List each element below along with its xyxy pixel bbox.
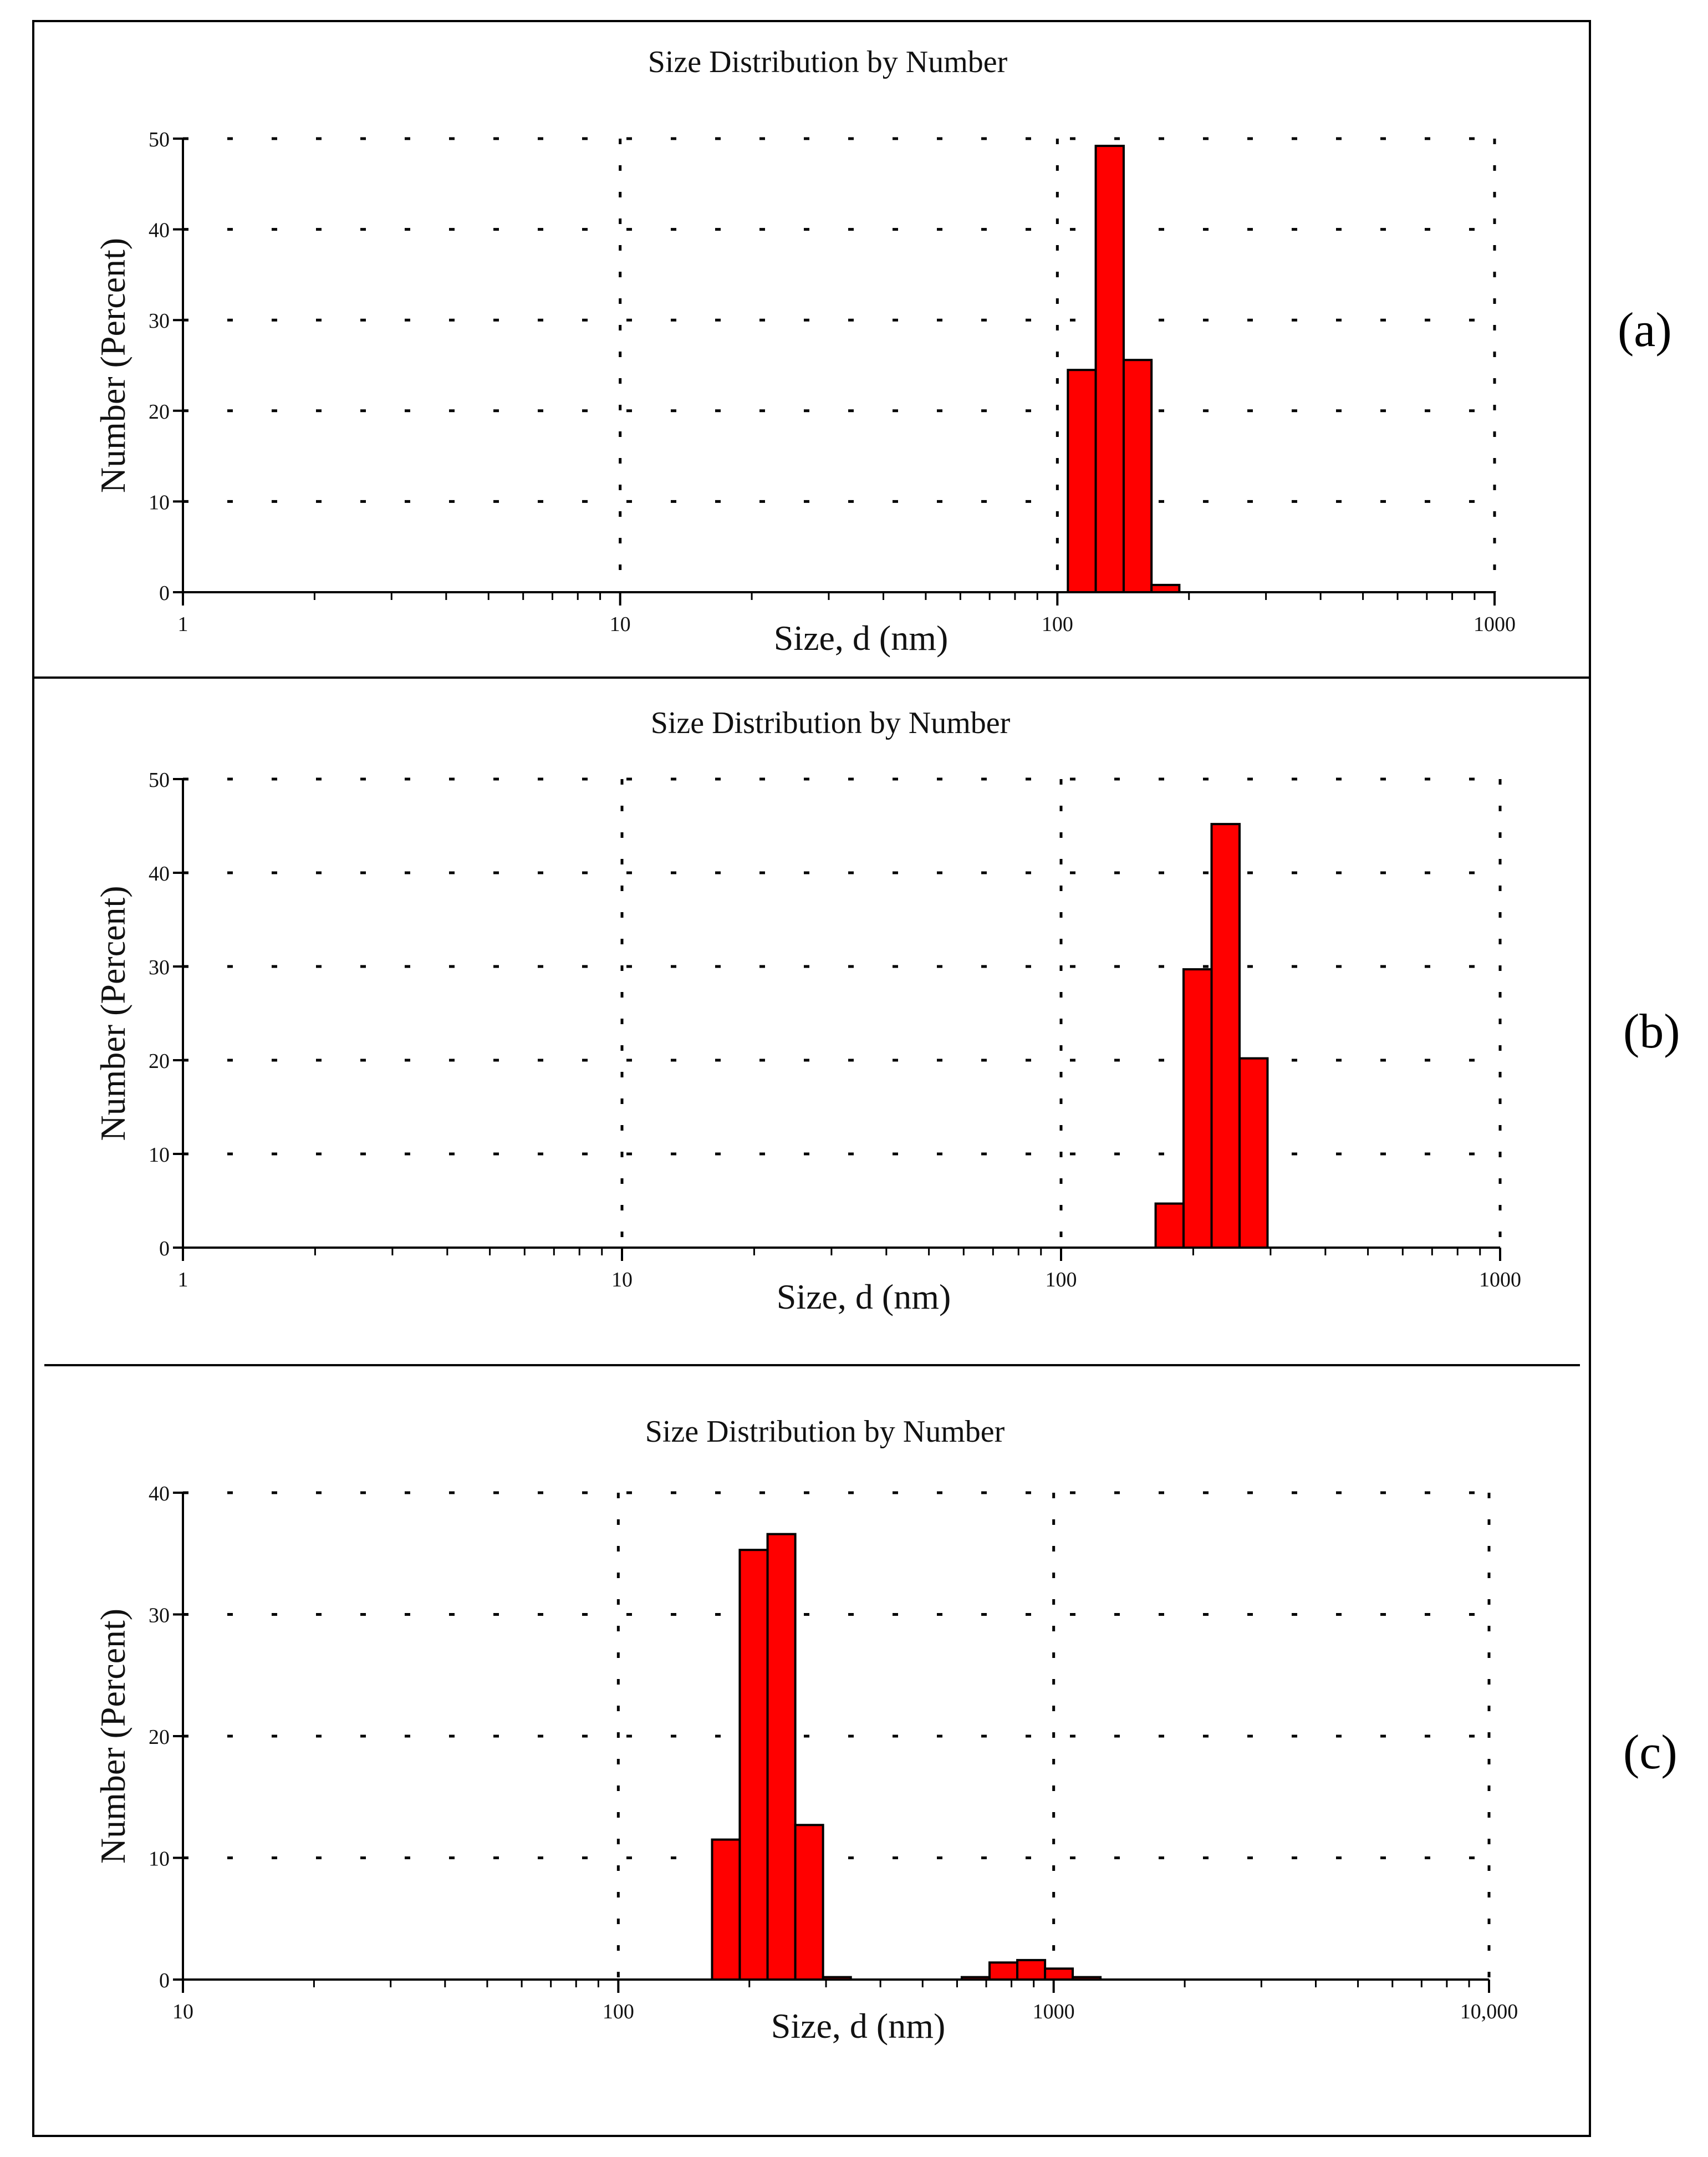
y-tick-label: 20 bbox=[149, 1050, 170, 1073]
x-tick-label: 100 bbox=[1042, 613, 1073, 636]
x-tick-label: 10 bbox=[172, 2000, 193, 2023]
y-tick-label: 30 bbox=[149, 956, 170, 979]
histogram-bar bbox=[711, 1838, 741, 1981]
x-tick-label: 10 bbox=[610, 613, 631, 636]
y-axis-label: Number (Percent) bbox=[93, 238, 132, 493]
chart-title: Size Distribution by Number bbox=[648, 45, 1008, 79]
y-tick-label: 20 bbox=[149, 1726, 170, 1749]
histogram-bar bbox=[766, 1533, 797, 1981]
histogram-bar bbox=[1094, 145, 1125, 593]
x-axis-label: Size, d (nm) bbox=[777, 1277, 951, 1316]
y-tick-label: 40 bbox=[149, 862, 170, 886]
y-tick-label: 50 bbox=[149, 128, 170, 151]
y-tick-label: 40 bbox=[149, 219, 170, 242]
chart-title: Size Distribution by Number bbox=[645, 1415, 1005, 1449]
x-tick-label: 1000 bbox=[1474, 613, 1516, 636]
x-tick-label: 1 bbox=[178, 1268, 188, 1291]
x-tick-label: 100 bbox=[1046, 1268, 1077, 1291]
y-tick-label: 0 bbox=[159, 582, 170, 605]
histogram-bar bbox=[738, 1549, 769, 1981]
panel-label-b: (b) bbox=[1623, 1005, 1680, 1059]
x-tick-label: 10,000 bbox=[1460, 2000, 1518, 2023]
panel-label-a: (a) bbox=[1618, 303, 1672, 357]
y-tick-label: 40 bbox=[149, 1482, 170, 1505]
x-tick-label: 10 bbox=[611, 1268, 633, 1291]
x-axis-label: Size, d (nm) bbox=[774, 618, 949, 658]
y-tick-label: 0 bbox=[159, 1969, 170, 1992]
y-tick-label: 50 bbox=[149, 769, 170, 792]
histogram-bar bbox=[794, 1824, 824, 1981]
x-tick-label: 1000 bbox=[1033, 2000, 1075, 2023]
panel-divider bbox=[32, 676, 1591, 679]
histogram-bar bbox=[1122, 359, 1153, 594]
x-tick-label: 1 bbox=[178, 613, 188, 636]
y-axis-label: Number (Percent) bbox=[93, 1609, 132, 1864]
x-axis-label: Size, d (nm) bbox=[771, 2006, 946, 2046]
y-tick-label: 30 bbox=[149, 309, 170, 333]
figure-frame bbox=[32, 20, 1591, 2137]
y-tick-label: 10 bbox=[149, 491, 170, 514]
y-tick-label: 10 bbox=[149, 1848, 170, 1871]
histogram-bar bbox=[988, 1961, 1019, 1981]
chart-title: Size Distribution by Number bbox=[651, 706, 1011, 740]
histogram-bar bbox=[1044, 1967, 1074, 1981]
y-axis-label: Number (Percent) bbox=[93, 886, 132, 1141]
x-tick-label: 100 bbox=[603, 2000, 634, 2023]
histogram-bar bbox=[1016, 1958, 1047, 1981]
y-tick-label: 10 bbox=[149, 1143, 170, 1167]
panel-label-c: (c) bbox=[1623, 1726, 1678, 1779]
y-tick-label: 20 bbox=[149, 400, 170, 424]
x-tick-label: 1000 bbox=[1479, 1268, 1521, 1291]
y-tick-label: 30 bbox=[149, 1604, 170, 1627]
histogram-bar bbox=[1067, 369, 1097, 593]
y-tick-label: 0 bbox=[159, 1237, 170, 1260]
panel-divider bbox=[44, 1364, 1580, 1366]
